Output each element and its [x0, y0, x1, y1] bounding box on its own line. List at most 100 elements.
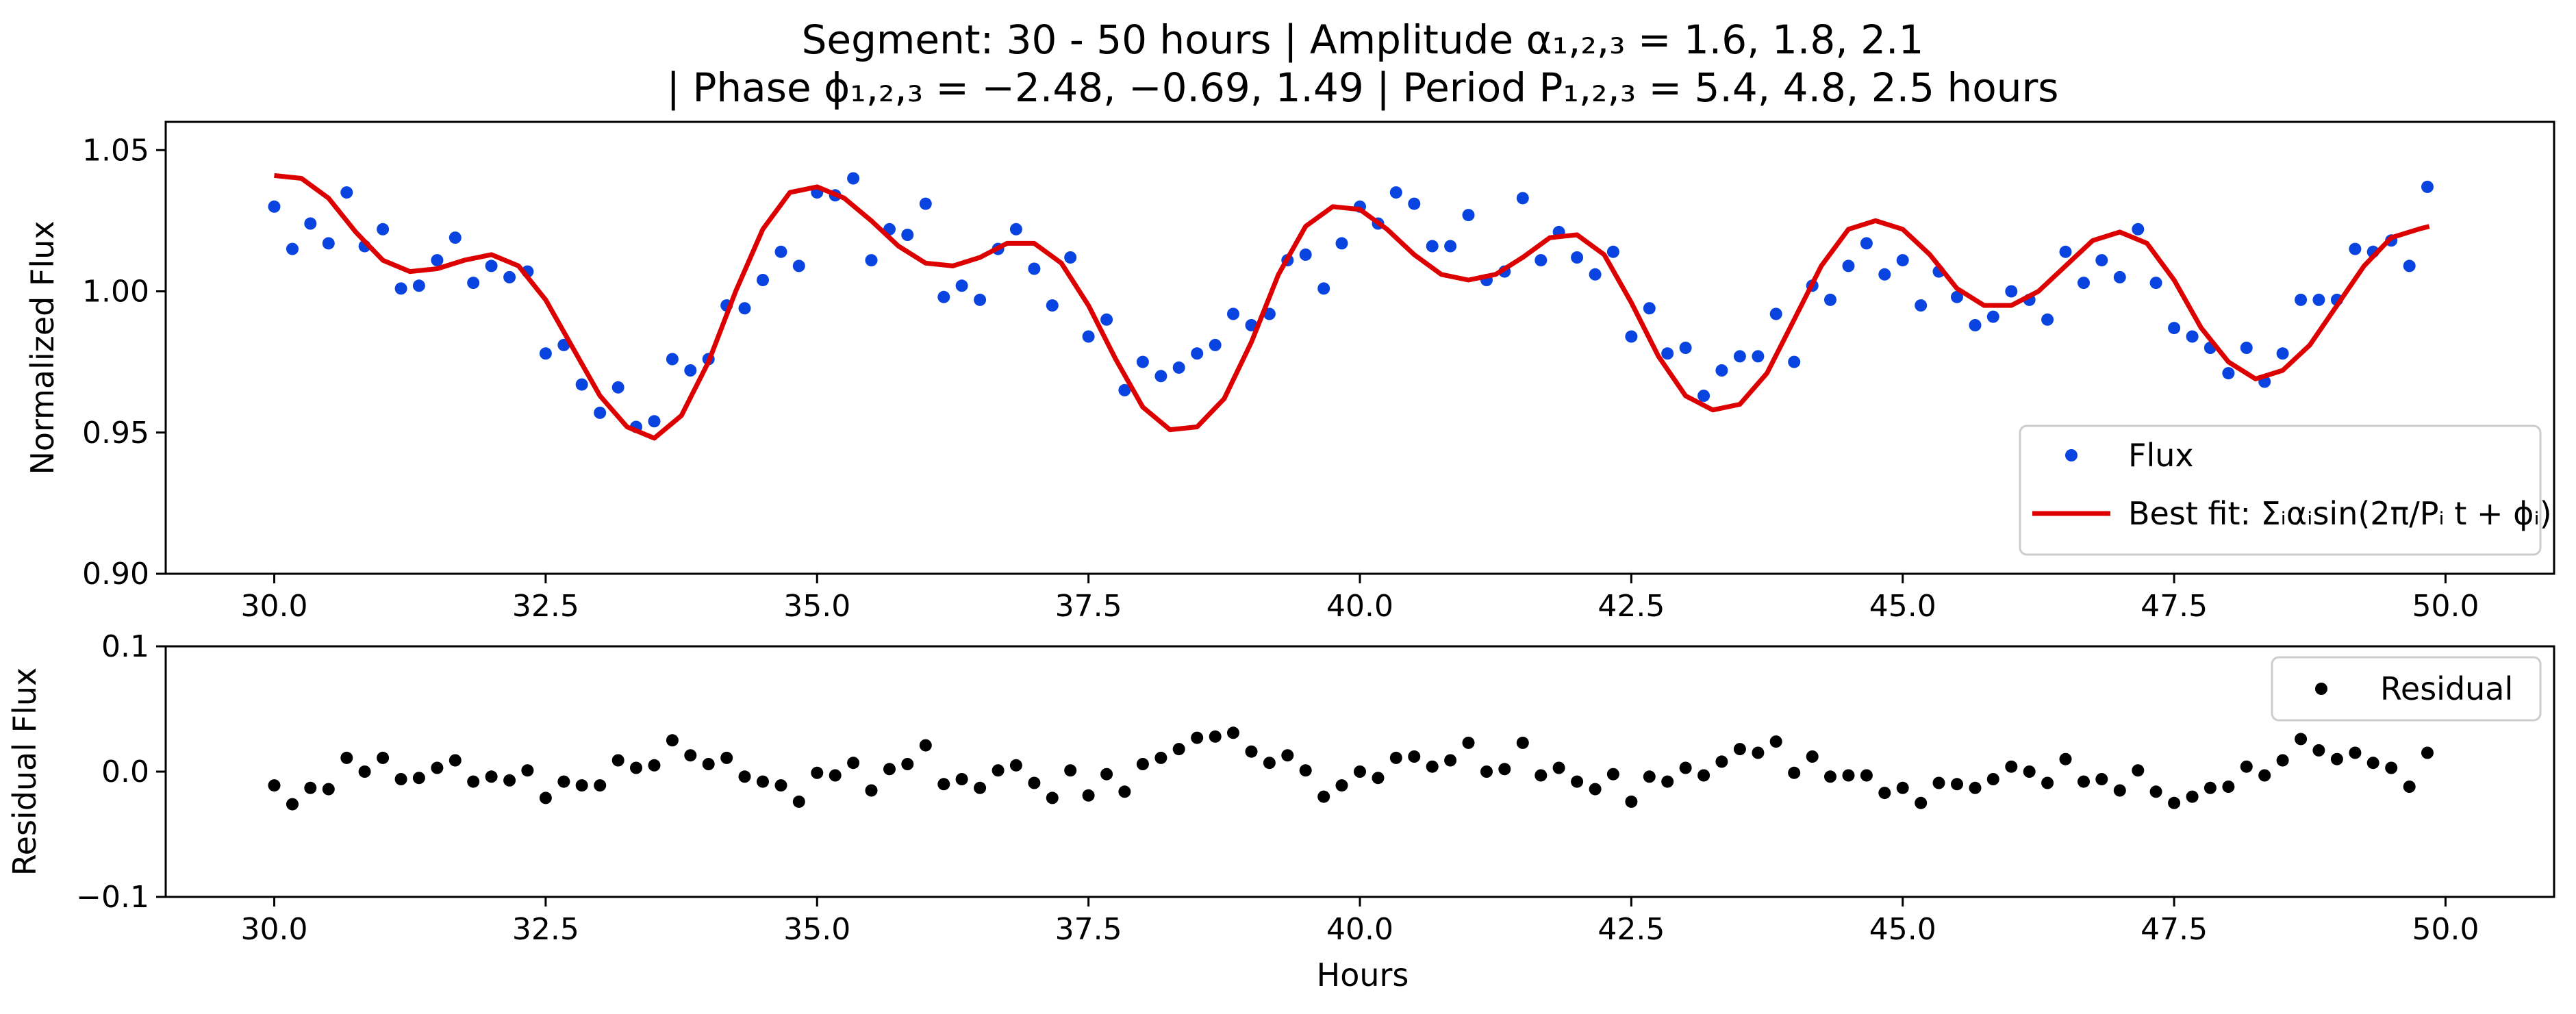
- residual-point: [2095, 773, 2108, 785]
- residual-point: [1299, 764, 1312, 777]
- residual-point: [1589, 783, 1602, 796]
- flux-point: [937, 290, 950, 303]
- residual-point: [2149, 785, 2162, 798]
- residual-point: [539, 791, 552, 804]
- flux-point: [1408, 197, 1421, 210]
- flux-point: [648, 415, 661, 428]
- flux-point: [1697, 390, 1710, 403]
- flux-point: [594, 406, 607, 419]
- residual-point: [2059, 752, 2072, 765]
- flux-point: [2041, 313, 2054, 326]
- residual-point: [1154, 751, 1167, 764]
- residual-point: [2005, 760, 2018, 773]
- residual-point: [738, 770, 751, 783]
- legend-fit-label: Best fit: Σᵢαᵢsin(2π/Pᵢ t + ϕᵢ): [2128, 495, 2552, 532]
- flux-point: [412, 279, 425, 292]
- residual-point: [503, 774, 516, 787]
- residual-x-tick-label: 32.5: [512, 912, 579, 947]
- flux-point: [1426, 240, 1439, 253]
- flux-point: [2168, 322, 2181, 335]
- flux-point: [1679, 342, 1692, 354]
- residual-point: [304, 781, 317, 794]
- flux-point: [2312, 293, 2325, 306]
- residual-point: [2078, 775, 2090, 788]
- flux-y-axis-label: Normalized Flux: [24, 220, 61, 474]
- residual-point: [286, 798, 299, 811]
- residual-point: [2168, 796, 2181, 809]
- flux-point: [847, 172, 860, 185]
- residual-point: [1535, 769, 1548, 782]
- best-fit-line: [274, 173, 2430, 441]
- residual-point: [557, 775, 570, 788]
- flux-x-tick-label: 45.0: [1869, 589, 1936, 624]
- residual-point: [1082, 789, 1095, 802]
- flux-point: [865, 254, 878, 267]
- residual-point: [702, 758, 715, 770]
- residual-point: [1335, 779, 1348, 792]
- flux-y-tick-label: 1.05: [82, 133, 149, 168]
- flux-point: [774, 245, 787, 258]
- residual-point: [412, 772, 425, 785]
- flux-y-tick-label: 1.00: [82, 275, 149, 309]
- residual-point: [666, 734, 679, 747]
- residual-x-tick-label: 42.5: [1598, 912, 1665, 947]
- residual-point: [1552, 761, 1565, 774]
- chart-title-line-1: Segment: 30 - 50 hours | Amplitude α₁,₂,…: [802, 16, 1924, 63]
- residual-point: [2240, 760, 2253, 773]
- flux-point: [901, 229, 914, 241]
- flux-point: [1842, 259, 1855, 272]
- residual-point: [811, 766, 824, 779]
- residual-point: [431, 761, 444, 774]
- residual-point: [919, 739, 932, 752]
- flux-point: [2095, 254, 2108, 267]
- flux-point: [1317, 282, 1330, 295]
- residual-point: [1606, 768, 1619, 781]
- flux-legend-box: [2019, 424, 2542, 556]
- residual-point: [1915, 796, 1928, 809]
- flux-point: [1172, 361, 1185, 374]
- residual-point: [883, 763, 896, 776]
- residual-point: [1951, 778, 1963, 791]
- residual-point: [1842, 769, 1855, 782]
- flux-point: [286, 242, 299, 255]
- residual-point: [1046, 791, 1059, 804]
- residual-point: [1752, 746, 1765, 759]
- flux-point: [1571, 251, 1584, 264]
- residual-point: [1408, 750, 1421, 763]
- flux-point: [431, 254, 444, 267]
- residual-point: [648, 759, 661, 772]
- residual-point: [1281, 749, 1294, 762]
- flux-point: [757, 274, 769, 286]
- residual-point: [1389, 751, 1402, 764]
- flux-x-tick-label: 37.5: [1055, 589, 1122, 624]
- residual-point: [2132, 764, 2145, 777]
- legend-flux-marker: [2065, 449, 2078, 461]
- residual-point: [1969, 781, 1982, 794]
- residual-point: [1028, 776, 1041, 789]
- residual-point: [485, 770, 498, 783]
- residual-point: [2186, 790, 2199, 803]
- flux-point: [1082, 330, 1095, 343]
- flux-point: [322, 237, 335, 250]
- residual-point: [467, 775, 480, 788]
- flux-point: [1733, 350, 1746, 363]
- residual-point: [684, 749, 697, 762]
- flux-point: [1643, 302, 1656, 315]
- flux-point: [684, 364, 697, 377]
- residual-point: [974, 781, 987, 794]
- residual-point: [937, 778, 950, 791]
- flux-point: [1625, 330, 1638, 343]
- flux-point: [1028, 262, 1041, 275]
- residual-point: [2330, 752, 2343, 765]
- flux-point: [1915, 299, 1928, 312]
- residual-point: [2366, 757, 2379, 770]
- residual-point: [829, 769, 842, 782]
- flux-axis-ticks: 30.0 32.5 35.0 37.5 40.0 42.5 45.0 47.5 50.0 0.90…: [82, 133, 2479, 624]
- flux-point: [2078, 277, 2090, 290]
- flux-point: [1896, 254, 1909, 267]
- residual-point: [1009, 759, 1022, 772]
- flux-point: [1535, 254, 1548, 267]
- residual-point: [611, 754, 624, 767]
- flux-point: [1661, 347, 1674, 360]
